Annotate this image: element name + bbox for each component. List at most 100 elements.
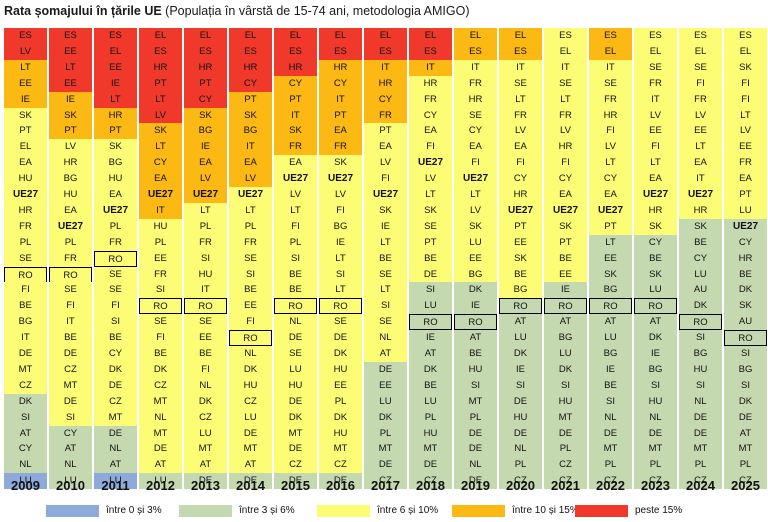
cell-2021-27: CZ: [544, 457, 587, 474]
cell-2013-26: MT: [184, 441, 227, 458]
cell-2013-24: CZ: [184, 409, 227, 426]
cell-2009-25: AT: [4, 425, 47, 442]
cell-2016-0: EL: [319, 28, 362, 44]
cell-2020-23: DE: [499, 393, 542, 410]
year-label-2020: 2020: [506, 478, 535, 493]
cell-2011-2: EE: [94, 59, 137, 76]
cell-2009-9: HU: [4, 171, 47, 188]
cell-2025-5: LT: [724, 107, 767, 124]
cell-2014-17: EE: [229, 298, 272, 315]
cell-2022-12: PT: [589, 218, 632, 235]
cell-2015-2: HR: [274, 59, 317, 76]
cell-2022-25: DE: [589, 425, 632, 442]
cell-2013-6: BG: [184, 123, 227, 140]
cell-2011-25: DE: [94, 425, 137, 442]
cell-2020-14: SK: [499, 250, 542, 267]
cell-2018-19: IE: [409, 330, 452, 347]
cell-2016-15: SI: [319, 266, 362, 283]
cell-2024-0: ES: [679, 28, 722, 44]
cell-2013-16: IT: [184, 282, 227, 299]
cell-2011-28: LU: [94, 473, 137, 490]
cell-2020-26: NL: [499, 441, 542, 458]
cell-2023-17: RO: [634, 298, 677, 315]
cell-2018-8: UE27: [409, 155, 452, 172]
cell-2025-24: DE: [724, 409, 767, 426]
cell-2011-7: SK: [94, 139, 137, 156]
cell-2016-2: HR: [319, 59, 362, 76]
cell-2010-3: EE: [49, 75, 92, 92]
cell-2012-15: FR: [139, 266, 182, 283]
cell-2023-16: LU: [634, 282, 677, 299]
cell-2014-10: UE27: [229, 187, 272, 203]
cell-2024-22: SI: [679, 377, 722, 394]
cell-2021-16: IE: [544, 282, 587, 299]
cell-2012-10: UE27: [139, 187, 182, 203]
cell-2021-14: BE: [544, 250, 587, 267]
cell-2015-28: DE: [274, 473, 317, 490]
cell-2023-20: IE: [634, 346, 677, 362]
cell-2020-11: UE27: [499, 202, 542, 219]
cell-2014-9: LV: [229, 171, 272, 188]
year-label-2013: 2013: [191, 478, 220, 493]
cell-2018-27: DE: [409, 457, 452, 474]
cell-2010-8: HR: [49, 155, 92, 172]
cell-2021-4: LT: [544, 91, 587, 108]
cell-2013-23: DK: [184, 393, 227, 410]
cell-2020-22: SI: [499, 377, 542, 394]
cell-2009-19: IT: [4, 330, 47, 347]
cell-2019-8: FI: [454, 155, 497, 172]
cell-2017-6: PT: [364, 123, 407, 140]
cell-2009-6: PT: [4, 123, 47, 140]
cell-2017-13: LT: [364, 234, 407, 251]
cell-2020-2: IT: [499, 59, 542, 76]
cell-2016-22: EE: [319, 377, 362, 394]
cell-2020-21: IE: [499, 361, 542, 378]
year-label-2021: 2021: [551, 478, 580, 493]
cell-2024-17: DK: [679, 298, 722, 315]
cell-2025-17: SK: [724, 298, 767, 315]
cell-2017-18: SE: [364, 314, 407, 331]
cell-2010-20: DE: [49, 346, 92, 362]
cell-2015-27: CZ: [274, 457, 317, 474]
cell-2009-12: FR: [4, 218, 47, 235]
cell-2024-13: BE: [679, 234, 722, 251]
cell-2020-13: EE: [499, 234, 542, 251]
cell-2015-21: LU: [274, 361, 317, 378]
cell-2020-12: PT: [499, 218, 542, 235]
cell-2011-24: MT: [94, 409, 137, 426]
cell-2024-1: EL: [679, 43, 722, 60]
cell-2020-17: RO: [499, 298, 542, 315]
cell-2019-19: AT: [454, 330, 497, 347]
cell-2014-21: DK: [229, 361, 272, 378]
cell-2025-20: SI: [724, 346, 767, 362]
cell-2014-6: BG: [229, 123, 272, 140]
cell-2020-8: FI: [499, 155, 542, 172]
cell-2015-17: RO: [274, 298, 317, 315]
cell-2013-8: EA: [184, 155, 227, 172]
cell-2010-27: NL: [49, 457, 92, 474]
cell-2016-17: RO: [319, 298, 362, 315]
cell-2010-16: SE: [49, 282, 92, 299]
cell-2017-7: EA: [364, 139, 407, 156]
cell-2025-3: FI: [724, 75, 767, 92]
year-label-2022: 2022: [596, 478, 625, 493]
cell-2011-19: BE: [94, 330, 137, 347]
cell-2024-11: HR: [679, 202, 722, 219]
cell-2011-8: BG: [94, 155, 137, 172]
cell-2024-27: PL: [679, 457, 722, 474]
cell-2019-4: HR: [454, 91, 497, 108]
cell-2016-11: FI: [319, 202, 362, 219]
cell-2011-13: FR: [94, 234, 137, 251]
cell-2024-6: EE: [679, 123, 722, 140]
cell-2023-7: FI: [634, 139, 677, 156]
cell-2019-27: NL: [454, 457, 497, 474]
cell-2012-26: DE: [139, 441, 182, 458]
cell-2010-6: PT: [49, 123, 92, 140]
cell-2009-20: DE: [4, 346, 47, 362]
cell-2020-28: CZ: [499, 473, 542, 490]
cell-2019-3: FR: [454, 75, 497, 92]
legend-label-2: între 6 și 10%: [377, 505, 439, 516]
cell-2022-19: LU: [589, 330, 632, 347]
cell-2023-25: DE: [634, 425, 677, 442]
cell-2012-25: MT: [139, 425, 182, 442]
